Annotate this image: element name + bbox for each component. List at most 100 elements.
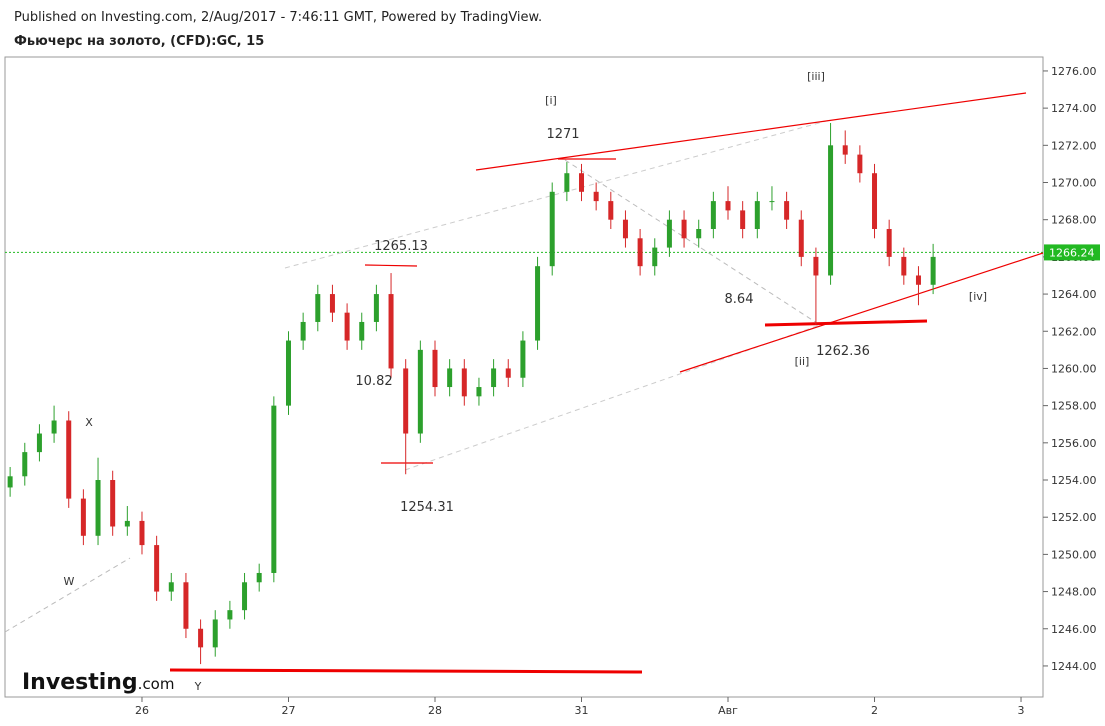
y-tick-label: 1244.00 [1051,660,1097,673]
candle-body [271,405,277,573]
trend-line [475,92,1027,171]
candle-body [725,201,731,211]
annotation: [iii] [807,70,825,83]
grid-layer: 1244.00 1246.00 1248.00 1250.00 1252.00 1254.… [5,65,1100,717]
candle-body [329,294,335,313]
last-price-box [1044,244,1100,261]
y-tick-label: 1254.00 [1051,474,1097,487]
candle-body [666,219,672,248]
candle-body [124,520,130,527]
x-tick-label: 3 [1018,704,1025,717]
candle-body [901,256,907,276]
candle-body [373,294,379,322]
x-tick-label: 31 [575,704,589,717]
candle-body [696,228,702,239]
annotation: [i] [545,94,557,107]
candle-body [930,256,936,285]
y-tick-label: 1256.00 [1051,437,1097,450]
y-tick-label: 1268.00 [1051,214,1097,227]
candle-body [505,368,511,378]
candle-body [139,520,145,546]
annotation: 1262.36 [816,344,870,359]
annotation: 1271 [546,127,579,142]
candle-body [886,228,892,257]
annotation: 1265.13 [374,239,428,254]
candle-body [417,349,423,434]
drawings [4,92,1044,674]
candle-body [110,480,116,527]
candle-body [608,201,614,220]
candles [7,123,936,665]
y-tick-label: 1274.00 [1051,102,1097,115]
candle-body [168,582,174,592]
x-tick-label: Авг [718,704,738,717]
candle-body [183,582,189,629]
dashed-line [284,119,831,269]
annotations: [i] 1271 [iii] 1265.13 10.82 8.64 1254.31 1262.… [64,70,988,693]
candle-body [710,201,716,229]
candle-body [51,420,57,434]
candle-body [315,294,321,322]
candle-body [66,420,72,499]
candle-body [652,247,658,267]
candle-body [872,173,878,229]
support-line [764,319,928,327]
x-tick-label: 2 [871,704,878,717]
y-tick-label: 1250.00 [1051,548,1097,561]
candle-body [344,312,350,341]
candle-body [491,368,497,388]
candle-body [476,387,482,397]
candle-body [564,173,570,192]
support-line [169,668,643,674]
annotation: W [64,575,75,588]
instrument-title: Фьючерс на золото, (CFD):GC, 15 [14,34,264,49]
candle-body [637,238,643,267]
y-tick-label: 1270.00 [1051,177,1097,190]
logo: Investing.com [22,670,174,695]
candle-body [227,610,233,620]
candle-body [520,340,526,378]
annotation: [iv] [969,290,987,303]
level-line [364,264,418,267]
logo-suffix: .com [138,675,175,693]
candle-body [212,619,218,648]
candle-body [95,480,101,536]
annotation: 8.64 [725,292,754,307]
dashed-line [404,324,821,471]
y-tick-label: 1260.00 [1051,362,1097,375]
published-line: Published on Investing.com, 2/Aug/2017 -… [14,10,542,25]
candle-body [447,368,453,388]
candle-body [798,219,804,257]
annotation: [ii] [795,355,810,368]
y-tick-label: 1248.00 [1051,586,1097,599]
y-tick-label: 1252.00 [1051,511,1097,524]
candle-body [535,266,541,341]
logo-main: Investing [22,670,138,695]
annotation: 1254.31 [400,500,454,515]
candle-body [403,368,409,434]
candle-body [7,476,13,488]
candle-body [549,191,555,267]
candle-body [740,210,746,229]
candle-body [579,173,585,192]
annotation: Y [194,680,202,693]
x-tick-label: 28 [428,704,442,717]
candle-body [198,628,204,648]
annotation: 10.82 [355,374,392,389]
y-tick-label: 1264.00 [1051,288,1097,301]
candle-body [461,368,467,397]
candle-body [432,349,438,388]
x-tick-label: 27 [281,704,295,717]
plot-frame [4,56,1044,698]
candle-body [285,340,291,406]
candle-body [857,154,863,174]
candle-body [828,145,834,276]
candle-body [754,201,760,229]
annotation: X [85,416,93,429]
candle-body [813,256,819,276]
y-tick-label: 1272.00 [1051,139,1097,152]
dashed-line [4,557,131,633]
candle-body [154,545,160,592]
candle-body [242,582,248,611]
